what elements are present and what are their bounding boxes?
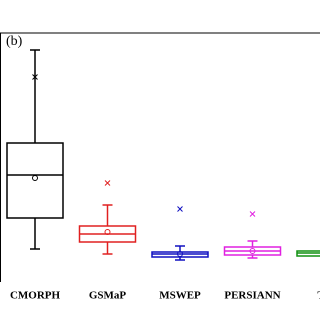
mean [104,229,111,235]
outlier [104,180,111,186]
outlier [177,206,183,212]
outlier [32,74,38,80]
x-tick-label: TR [317,290,320,302]
x-tick-label: CMORPH [10,290,61,302]
mean [32,175,38,181]
mean [177,251,183,257]
x-tick-label: PERSIANN [224,290,280,302]
outlier [249,211,256,217]
x-tick-label: GSMaP [89,290,127,302]
box [6,142,64,219]
mean [249,248,256,254]
x-tick-label: MSWEP [159,290,201,302]
panel-label: (b) [6,34,23,49]
